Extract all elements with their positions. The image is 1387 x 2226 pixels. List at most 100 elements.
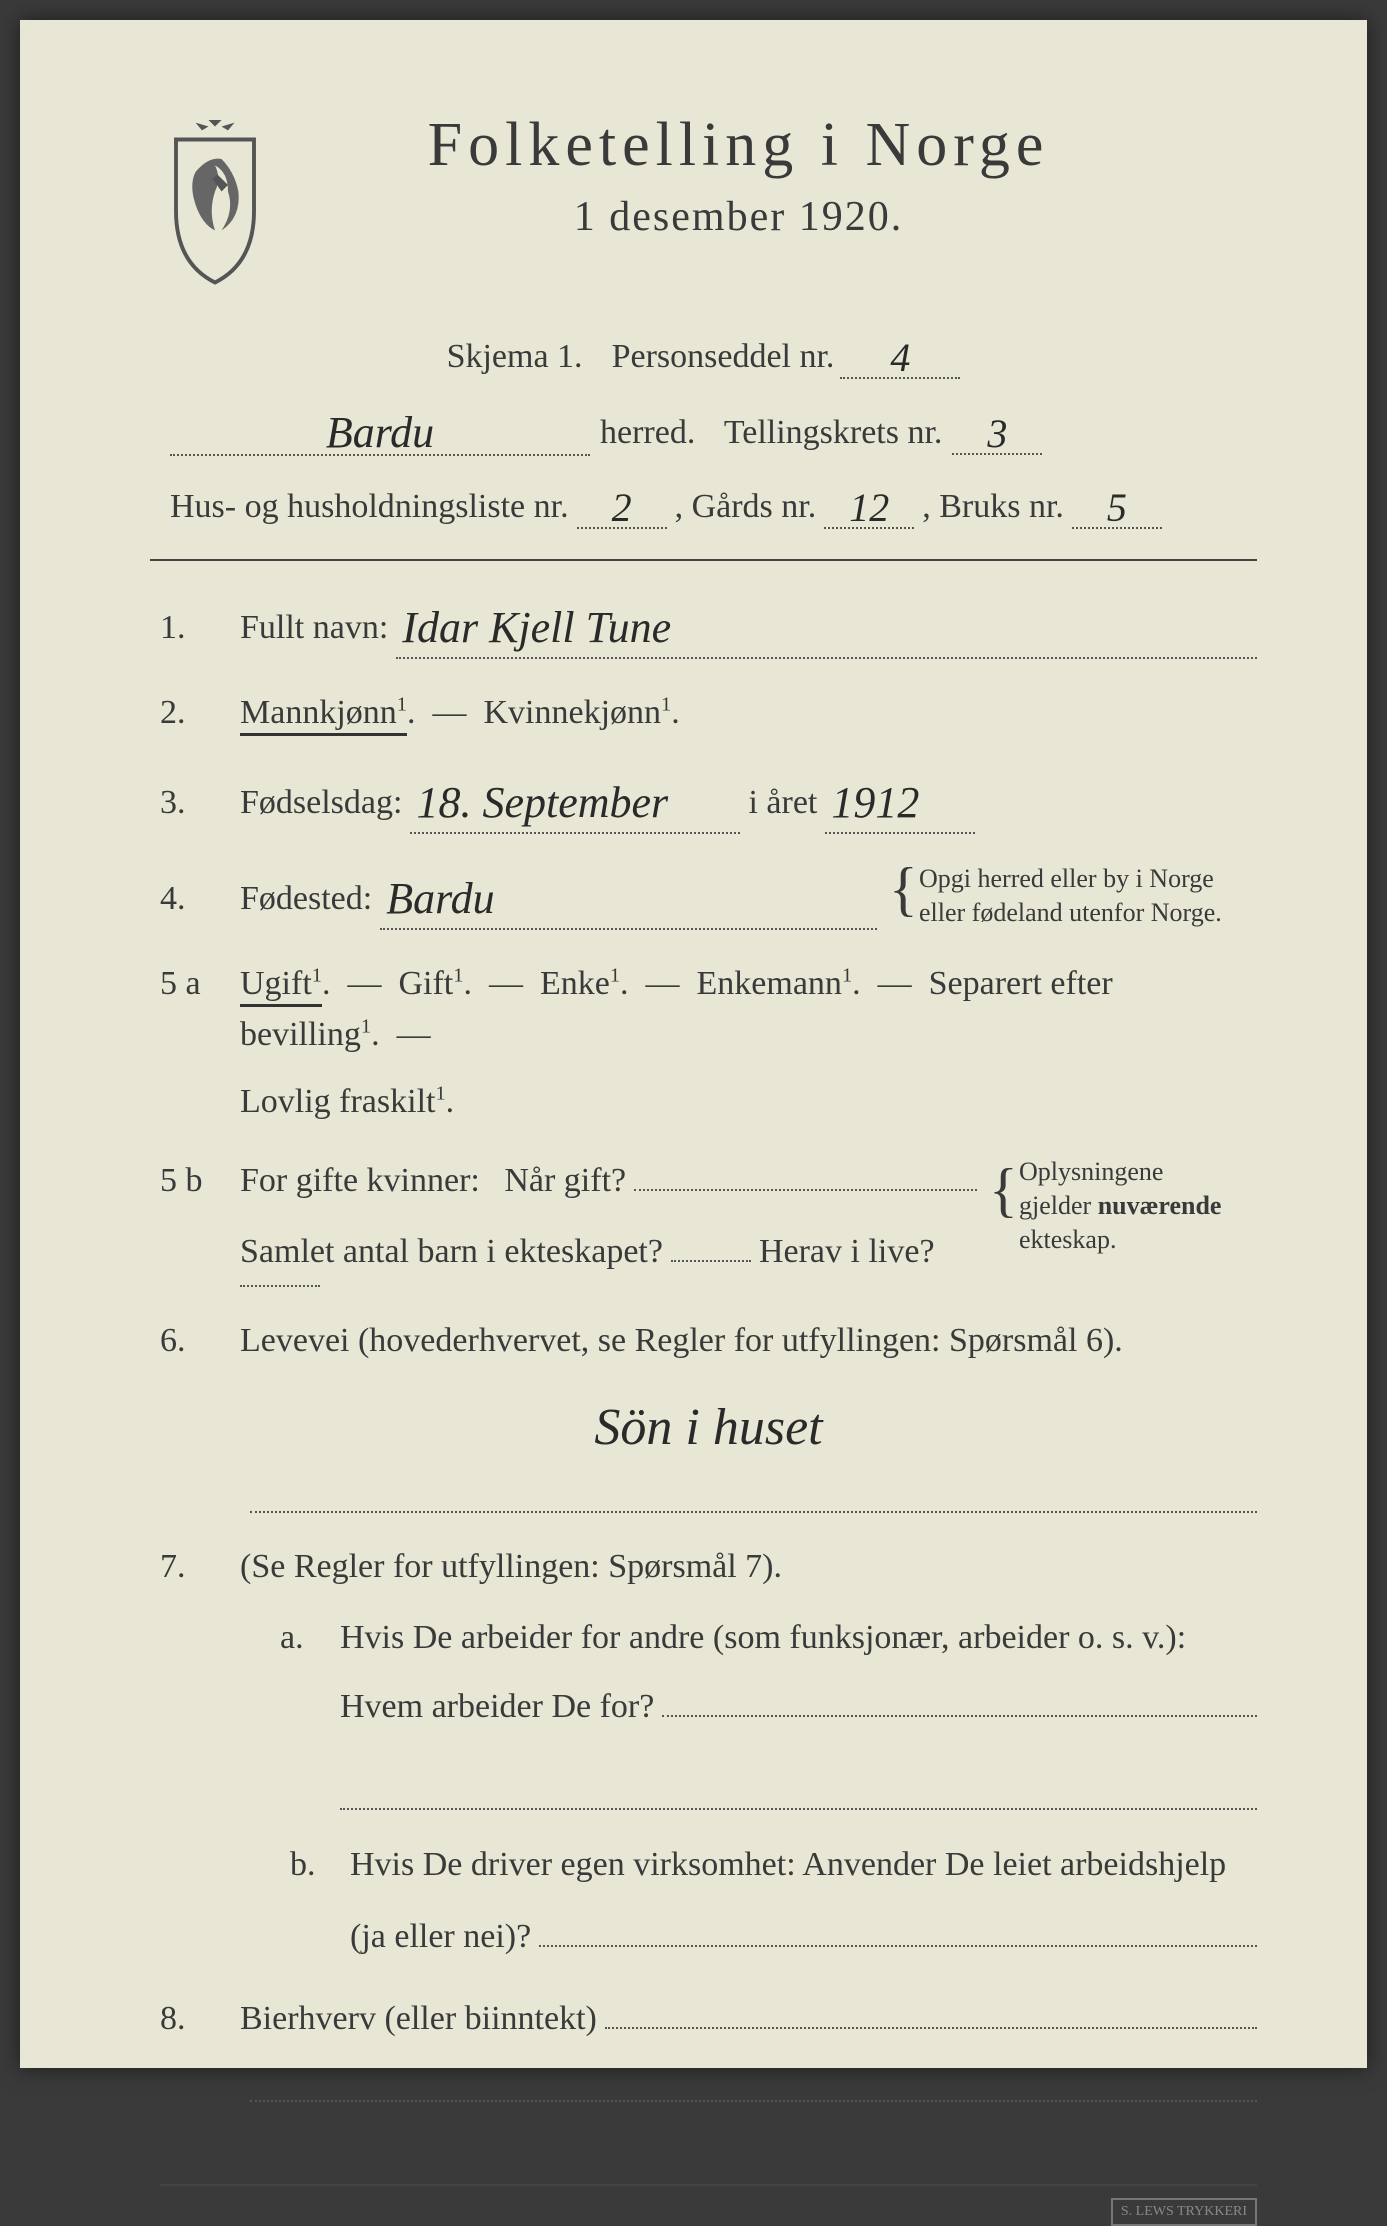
printer-stamp: S. LEWS TRYKKERI: [1111, 2198, 1257, 2226]
q6-value: Sön i huset: [594, 1399, 822, 1456]
q4-label: Fødested:: [240, 873, 372, 924]
q7a-field: [662, 1715, 1257, 1717]
tellingskrets-value: 3: [987, 411, 1007, 456]
q6-body: Levevei (hovederhvervet, se Regler for u…: [240, 1315, 1257, 1366]
footnote: 1 Her kan svares ved tydelig understrekn…: [160, 2184, 1257, 2226]
q6-row: 6. Levevei (hovederhvervet, se Regler fo…: [160, 1315, 1257, 1366]
q6-answer-line: Sön i huset: [160, 1394, 1257, 1453]
q7-num: 7.: [160, 1541, 220, 1592]
q3-year-label: i året: [748, 777, 817, 828]
husliste-label: Hus- og husholdningsliste nr.: [170, 488, 569, 526]
bruks-value: 5: [1107, 485, 1127, 530]
q7b-field: [539, 1945, 1257, 1947]
bruks-field: 5: [1072, 480, 1162, 529]
q1-body: Fullt navn: Idar Kjell Tune: [240, 591, 1257, 659]
subtitle: 1 desember 1920.: [320, 193, 1157, 241]
q5b-row: 5 b For gifte kvinner: Når gift? Samlet …: [160, 1155, 1257, 1287]
q2-body: Mannkjønn1. — Kvinnekjønn1.: [240, 687, 1257, 738]
q4-note1: Opgi herred eller by i Norge: [919, 862, 1257, 896]
q7b-text1: Hvis De driver egen virksomhet: Anvender…: [350, 1838, 1257, 1892]
q5b-l2b: Herav i live?: [759, 1226, 935, 1277]
q7a: a. Hvis De arbeider for andre (som funks…: [240, 1612, 1257, 1732]
header: Folketelling i Norge 1 desember 1920.: [150, 110, 1257, 290]
q3-year-value: 1912: [831, 778, 919, 827]
q2-opt2: Kvinnekjønn: [483, 694, 661, 731]
brace-icon: {: [889, 862, 918, 916]
q7b: b. Hvis De driver egen virksomhet: Anven…: [160, 1838, 1257, 1965]
q5b-barn-field: [671, 1260, 751, 1262]
q5a-ugift-selected: Ugift1: [240, 965, 322, 1007]
q5b-l2a: Samlet antal barn i ekteskapet?: [240, 1226, 663, 1277]
q7a-label: a.: [280, 1612, 320, 1732]
q3-day-value: 18. September: [416, 778, 668, 827]
q8-body: Bierhverv (eller biinntekt): [240, 1993, 1257, 2044]
q2-num: 2.: [160, 687, 220, 738]
title-block: Folketelling i Norge 1 desember 1920.: [320, 110, 1257, 241]
q3-year-field: 1912: [825, 766, 975, 834]
q7b-label: b.: [290, 1838, 330, 1965]
q4-note2: eller fødeland utenfor Norge.: [919, 896, 1257, 930]
q8-label: Bierhverv (eller biinntekt): [240, 1993, 597, 2044]
brace-icon: {: [989, 1163, 1018, 1217]
gards-value: 12: [849, 485, 889, 530]
q5b-gift-field: [634, 1189, 977, 1191]
q6-blank-rule: [250, 1483, 1257, 1513]
q7-body: (Se Regler for utfyllingen: Spørsmål 7).…: [240, 1541, 1257, 1752]
q6-num: 6.: [160, 1315, 220, 1366]
q8-field: [605, 2027, 1257, 2029]
q8-num: 8.: [160, 1993, 220, 2044]
husliste-value: 2: [612, 485, 632, 530]
tellingskrets-field: 3: [952, 406, 1042, 455]
q1-field: Idar Kjell Tune: [396, 591, 1257, 659]
meta-line-3: Hus- og husholdningsliste nr. 2 , Gårds …: [150, 480, 1257, 529]
divider: [150, 559, 1257, 561]
bruks-label: , Bruks nr.: [922, 488, 1064, 526]
coat-of-arms-icon: [150, 120, 280, 290]
meta-line-1: Skjema 1. Personseddel nr. 4: [150, 330, 1257, 379]
q5a-num: 5 a: [160, 958, 220, 1009]
q7a-text1: Hvis De arbeider for andre (som funksjon…: [340, 1612, 1257, 1663]
q5b-live-field: [240, 1285, 320, 1287]
q3-day-field: 18. September: [410, 766, 740, 834]
q5a-row: 5 a Ugift1. — Gift1. — Enke1. — Enkemann…: [160, 958, 1257, 1127]
q1-num: 1.: [160, 602, 220, 653]
herred-value: Bardu: [326, 408, 434, 457]
q7b-text2: (ja eller nei)?: [350, 1910, 531, 1964]
q3-body: Fødselsdag: 18. September i året 1912: [240, 766, 1257, 834]
q7a-blank-rule: [340, 1780, 1257, 1810]
gards-field: 12: [824, 480, 914, 529]
husliste-field: 2: [577, 480, 667, 529]
q1-row: 1. Fullt navn: Idar Kjell Tune: [160, 591, 1257, 659]
form-meta: Skjema 1. Personseddel nr. 4: [150, 330, 1257, 379]
q4-note: { Opgi herred eller by i Norge eller fød…: [897, 862, 1257, 930]
herred-field: Bardu: [170, 403, 590, 456]
question-list: 1. Fullt navn: Idar Kjell Tune 2. Mannkj…: [150, 591, 1257, 2226]
footnote-num: 1: [160, 2198, 172, 2224]
q4-body: Fødested: Bardu { Opgi herred eller by i…: [240, 862, 1257, 930]
q5a-body: Ugift1. — Gift1. — Enke1. — Enkemann1. —…: [240, 958, 1257, 1127]
crest-svg: [150, 120, 280, 289]
q5b-l1b: Når gift?: [504, 1155, 626, 1206]
personseddel-value: 4: [890, 335, 910, 380]
q4-value: Bardu: [386, 874, 494, 923]
main-title: Folketelling i Norge: [320, 110, 1157, 181]
meta-line-2: Bardu herred. Tellingskrets nr. 3: [150, 403, 1257, 456]
q5b-note1: Oplysningene: [1019, 1155, 1257, 1189]
personseddel-label: Personseddel nr.: [612, 338, 835, 376]
q5b-note: { Oplysningene gjelder nuværende ekteska…: [997, 1155, 1257, 1256]
personseddel-field: 4: [840, 330, 960, 379]
q4-field: Bardu: [380, 862, 877, 930]
q7a-text2: Hvem arbeider De for?: [340, 1681, 654, 1732]
q7-row: 7. (Se Regler for utfyllingen: Spørsmål …: [160, 1541, 1257, 1752]
skjema-label: Skjema 1.: [447, 338, 583, 376]
q3-row: 3. Fødselsdag: 18. September i året 1912: [160, 766, 1257, 834]
q8-blank-rule: [250, 2072, 1257, 2102]
q6-label: Levevei (hovederhvervet, se Regler for u…: [240, 1322, 1123, 1359]
q5b-body: For gifte kvinner: Når gift? Samlet anta…: [240, 1155, 1257, 1287]
q3-label: Fødselsdag:: [240, 777, 402, 828]
q3-num: 3.: [160, 777, 220, 828]
q4-num: 4.: [160, 873, 220, 924]
q1-value: Idar Kjell Tune: [402, 603, 671, 652]
q8-row: 8. Bierhverv (eller biinntekt): [160, 1993, 1257, 2044]
footer-note: Har man ingen biinntekt av nogen betydni…: [160, 2132, 1257, 2164]
